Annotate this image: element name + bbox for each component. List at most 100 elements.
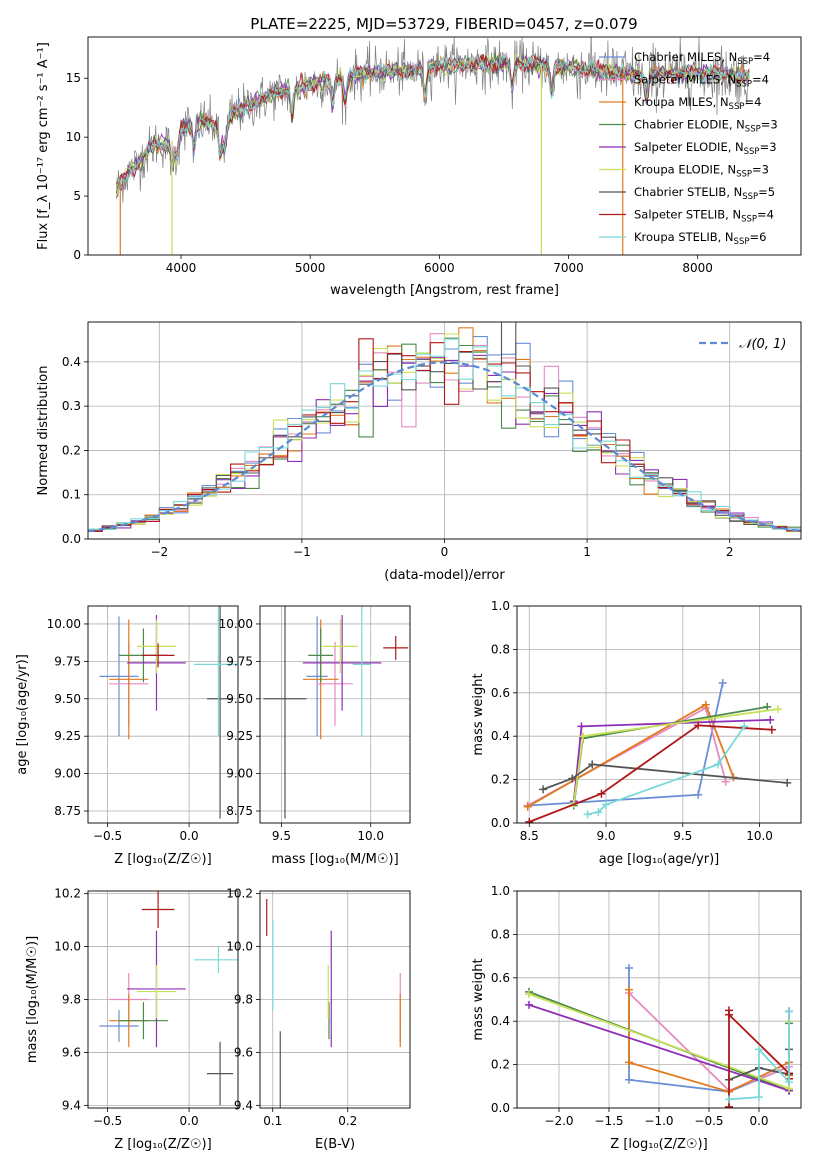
x-tick-label: −2 [150,545,168,559]
x-axis-label: Z [log₁₀(Z/Z☉)] [114,852,211,867]
x-axis-label: age [log₁₀(age/yr)] [599,852,720,867]
series-marker [725,1010,733,1019]
errorbar-ChabrierELODIE [308,628,334,683]
y-tick-label: 10.0 [226,940,253,954]
x-tick-label: −0.5 [93,1114,122,1128]
series-marker [577,722,586,731]
y-tick-label: 5 [73,189,81,203]
series-marker [579,732,588,741]
plot-area [88,322,801,533]
series-marker [539,785,548,794]
y-tick-label: 0.0 [491,1101,510,1115]
x-tick-label: 10.0 [746,829,773,843]
x-tick-label: 6000 [424,261,455,275]
errorbar-ChabrierMILES [306,616,328,737]
x-axis-label: Z [log₁₀(Z/Z☉)] [610,1137,707,1152]
series-marker [763,702,772,711]
axes-frame [516,605,802,824]
panel-age-Z: −0.5 0.0 8.75 9.00 9.25 9.50 9.75 10.00 Z [log₁₀… [15,605,239,867]
series-marker [568,774,577,783]
errorbar-KroupaMILES [109,619,149,740]
y-tick-label: 8.75 [226,804,253,818]
y-tick-label: 0.0 [491,816,510,830]
y-tick-label: 1.0 [491,599,510,613]
x-axis-label: wavelength [Angstrom, rest frame] [330,283,559,298]
x-tick-label: 8000 [682,261,713,275]
errorbar-ChabrierSTELIB [263,606,307,819]
series-marker [725,1095,733,1104]
series-marker [602,800,611,809]
y-tick-label: 10.00 [47,617,81,631]
series-marker [785,1077,793,1086]
axes-frame [87,605,239,824]
plot-area [99,891,238,1106]
series-marker [523,802,532,811]
series-ChabrierMILES [523,679,727,810]
y-tick-label: 9.8 [62,993,81,1007]
series-marker [594,808,603,817]
y-axis-label: mass weight [471,958,486,1040]
plot-area [525,964,793,1108]
legend-entry: Chabrier MILES, NSSP=4 [634,50,770,67]
legend-subscript: SSP [744,147,760,157]
y-tick-label: 0 [73,248,81,262]
normal-curve [88,361,801,533]
series-marker [525,990,533,999]
series-marker [721,777,730,786]
panel-mass-Z: −0.5 0.0 9.4 9.6 9.8 10.0 10.2 Z [log₁₀(Z/Z☉)] m… [25,887,239,1152]
series-marker [740,722,749,731]
x-tick-label: 2 [726,545,734,559]
series-KroupaSTELIB [725,1007,793,1104]
errorbar-ChabrierSTELIB [207,606,234,819]
legend-subscript: SSP [729,102,745,112]
series-marker [625,985,633,994]
legend-subscript: SSP [736,170,752,180]
series-KroupaELODIE [569,705,782,808]
series-marker [694,721,703,730]
errorbar-KroupaSTELIB [352,606,371,737]
series-KroupaMILES [523,700,738,811]
y-tick-label: 9.6 [234,1045,253,1059]
legend-subscript: SSP [742,192,758,202]
legend-entry: Salpeter STELIB, NSSP=4 [634,208,774,225]
errorbar-KroupaSTELIB [193,606,238,737]
ticks: 8.5 9.0 9.5 10.0 0.0 0.2 0.4 0.6 0.8 1.0 [491,599,801,843]
x-tick-label: −0.5 [93,829,122,843]
plot-area [99,606,238,819]
axes-frame [259,605,411,824]
y-tick-label: 0.6 [491,971,510,985]
y-tick-label: 0.1 [62,488,81,502]
x-tick-label: 8.5 [520,829,539,843]
y-axis-label: age [log₁₀(age/yr)] [15,654,30,775]
legend-entry: Kroupa STELIB, NSSP=6 [634,230,766,247]
axes-frame [516,890,802,1109]
y-axis-label: Normed distribution [36,366,51,496]
legend-tail: =4 [752,73,769,87]
y-axis-label: Flux [f_λ 10⁻¹⁷ erg cm⁻² s⁻¹ A⁻¹] [36,42,51,250]
legend-tail: =4 [757,208,774,222]
model-line-KroupaSTELIB [115,53,750,189]
model-line-SalpeterSTELIB [116,53,750,185]
plot-area [523,679,792,823]
legend-tail: =4 [753,50,770,64]
legend-entry: Chabrier STELIB, NSSP=5 [634,185,775,202]
x-tick-label: 0.0 [180,1114,199,1128]
y-tick-label: 0.4 [491,1014,510,1028]
errorbar-ChabrierMILES [99,1010,139,1042]
axes-frame [87,321,802,540]
x-axis-label: Z [log₁₀(Z/Z☉)] [114,1137,211,1152]
panel-massweight-Z: −2.0 −1.5 −1.0 −0.5 0.0 0.0 0.2 0.4 0.6 0.8 1.0 Z [… [471,884,802,1152]
y-tick-label: 9.00 [226,767,253,781]
y-tick-label: 10.2 [226,887,253,901]
series-marker [725,1102,733,1108]
y-tick-label: 9.75 [54,654,81,668]
x-tick-label: 4000 [166,261,197,275]
legend-subscript: SSP [741,215,757,225]
legend-subscript: SSP [737,57,753,67]
errorbar-KroupaELODIE [322,619,359,674]
y-tick-label: 9.8 [234,993,253,1007]
x-tick-label: −2.0 [544,1114,573,1128]
legend-tail: =3 [760,140,777,154]
y-tick-label: 0.2 [491,1058,510,1072]
y-tick-label: 0.8 [491,927,510,941]
